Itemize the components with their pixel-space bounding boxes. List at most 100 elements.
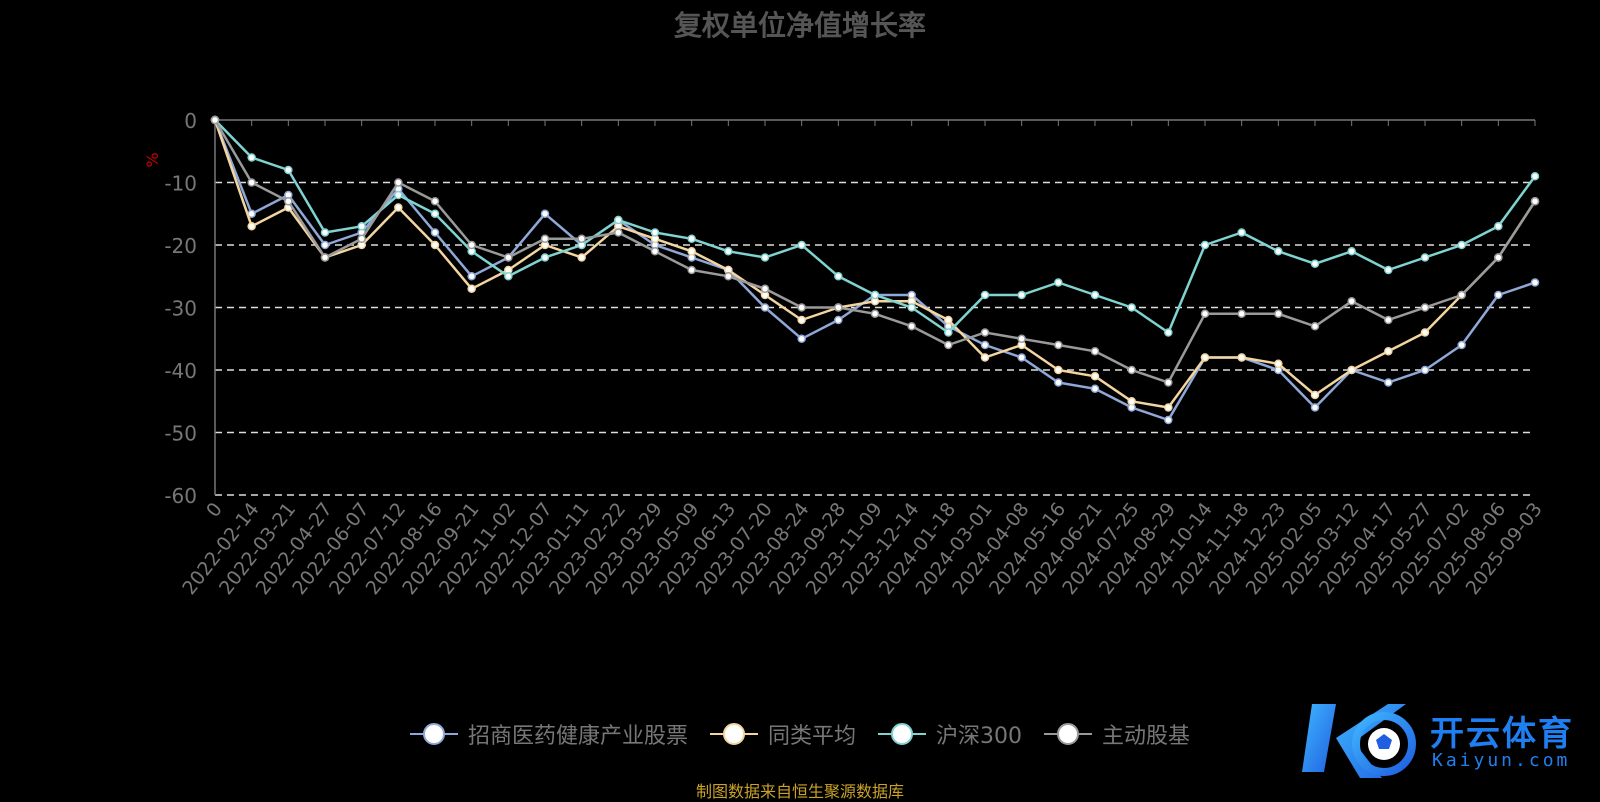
line-chart: 0-10-20-30-40-50-60%02022-02-142022-03-2…	[143, 109, 1547, 599]
data-point	[724, 272, 733, 281]
data-point	[980, 328, 990, 337]
legend-item[interactable]: 同类平均	[709, 718, 856, 750]
legend-item[interactable]: 招商医药健康产业股票	[409, 718, 688, 750]
y-tick-label: -40	[164, 359, 197, 383]
data-point	[247, 153, 256, 162]
data-point	[614, 215, 623, 225]
data-point	[394, 203, 403, 212]
logo-subtext: Kaiyun.com	[1432, 750, 1571, 771]
data-point	[1494, 253, 1503, 262]
data-point	[1530, 278, 1540, 287]
data-point	[1200, 353, 1210, 362]
series-line	[213, 119, 1537, 409]
data-point	[980, 290, 990, 300]
data-point	[650, 228, 660, 237]
data-point	[1164, 328, 1173, 337]
data-point	[944, 328, 953, 337]
data-point	[1274, 247, 1283, 256]
data-point	[1457, 240, 1466, 250]
data-point	[1017, 290, 1026, 300]
data-point	[247, 222, 256, 231]
data-point	[247, 178, 256, 187]
data-point	[1090, 384, 1100, 393]
y-tick-label: -50	[164, 422, 197, 446]
data-point	[1347, 247, 1356, 256]
data-point	[797, 315, 806, 325]
data-point	[834, 315, 843, 325]
data-point	[870, 290, 880, 300]
data-point	[430, 197, 440, 206]
data-point	[1420, 328, 1430, 337]
data-point	[907, 322, 916, 331]
data-point	[577, 234, 586, 243]
legend-swatch	[878, 722, 926, 746]
legend-label: 主动股基	[1102, 724, 1191, 749]
data-point	[504, 272, 513, 281]
y-tick-label: -30	[164, 297, 197, 321]
y-tick-label: 0	[184, 109, 197, 133]
kaiyun-logo-icon	[1302, 704, 1416, 778]
data-point	[1164, 403, 1173, 412]
data-point	[760, 253, 770, 262]
data-point	[1090, 290, 1100, 300]
data-point	[430, 209, 440, 218]
data-point	[1017, 353, 1026, 362]
data-point	[430, 228, 440, 237]
data-point	[1384, 265, 1393, 275]
data-point	[1090, 372, 1100, 381]
data-point	[1237, 353, 1246, 362]
data-point	[1347, 365, 1356, 375]
data-point	[687, 247, 696, 256]
data-point	[1127, 303, 1136, 312]
data-point	[650, 247, 660, 256]
data-point	[467, 240, 476, 250]
data-point	[1384, 347, 1393, 356]
legend: 招商医药健康产业股票 同类平均 沪深300 主动股基	[0, 718, 1600, 750]
data-point	[1494, 290, 1503, 300]
data-point	[1017, 334, 1026, 343]
data-point	[834, 303, 843, 312]
data-point	[320, 228, 330, 237]
data-point	[1310, 390, 1320, 400]
data-point	[760, 284, 770, 293]
data-point	[907, 303, 916, 312]
data-point	[540, 234, 550, 243]
y-tick-label: -20	[164, 234, 197, 258]
legend-item[interactable]: 沪深300	[878, 718, 1022, 750]
data-point	[1420, 303, 1430, 312]
data-point	[1420, 365, 1430, 375]
data-point	[1530, 172, 1540, 181]
series-line	[213, 119, 1537, 384]
data-point	[870, 309, 880, 318]
data-point	[357, 222, 366, 231]
data-point	[1457, 290, 1466, 300]
data-point	[1457, 340, 1466, 350]
data-point	[540, 209, 550, 218]
data-point	[1310, 322, 1320, 331]
data-point	[1054, 365, 1063, 375]
data-point	[1200, 309, 1210, 318]
data-point	[320, 253, 330, 262]
data-point	[1127, 397, 1136, 406]
data-point	[1090, 347, 1100, 356]
data-point	[1274, 359, 1283, 368]
legend-item[interactable]: 主动股基	[1044, 718, 1190, 750]
legend-swatch	[1044, 722, 1092, 746]
data-point	[687, 265, 696, 275]
data-point	[1420, 253, 1430, 262]
legend-label: 同类平均	[767, 724, 856, 749]
y-tick-label: -10	[164, 172, 197, 196]
series-line	[213, 119, 1536, 422]
data-point	[430, 240, 440, 250]
data-point	[1494, 222, 1503, 231]
data-point	[1530, 197, 1540, 206]
logo-text: 开云体育	[1430, 714, 1574, 754]
data-point	[980, 353, 990, 362]
legend-label: 沪深300	[936, 724, 1022, 749]
data-point	[1164, 415, 1173, 425]
y-tick-label: -60	[164, 484, 197, 508]
data-point	[1384, 315, 1393, 325]
data-point	[394, 178, 403, 187]
data-point	[797, 303, 806, 312]
data-point	[284, 165, 293, 175]
